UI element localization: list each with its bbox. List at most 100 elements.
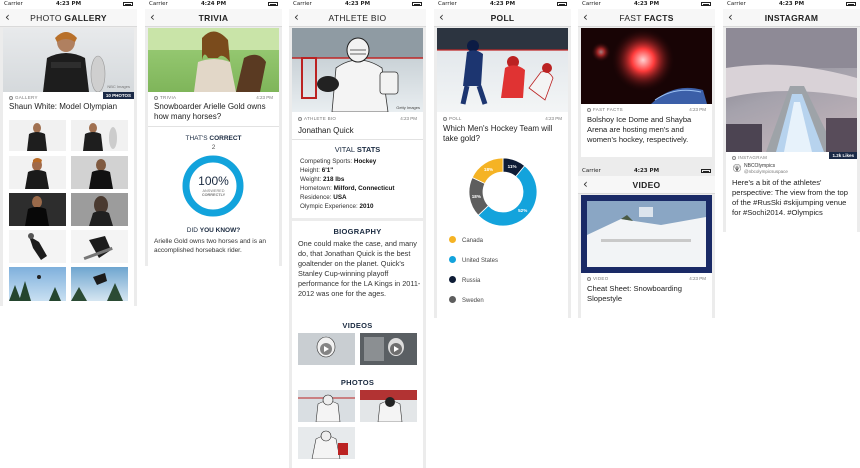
nav-bar: ‹ INSTAGRAM — [723, 9, 860, 27]
instagram-caption: Here's a bit of the athletes' perspectiv… — [732, 178, 848, 217]
photo-credit: NBC Images — [107, 84, 130, 89]
fireworks-photo — [581, 28, 712, 104]
biography-heading: BIOGRAPHY — [333, 227, 382, 236]
hero-photo-athlete[interactable]: NBC Images — [3, 28, 134, 92]
percent-correct: 100% — [198, 174, 229, 188]
athlete-photo: Getty Images — [292, 28, 423, 112]
answer-ring — [182, 155, 244, 217]
bio-card: Getty Images ATHLETE BIO 4:23 PM Jonatha… — [292, 28, 423, 218]
divider — [148, 126, 279, 127]
gallery-card[interactable]: NBC Images 10 PHOTOS GALLERY Shaun White… — [3, 28, 134, 306]
video-player[interactable] — [581, 195, 712, 273]
did-you-know-heading: DID YOU KNOW? — [186, 227, 241, 234]
page-title: VIDEO — [632, 180, 661, 190]
poll-card: POLL 4:23 PM Which Men's Hockey Team wil… — [437, 28, 568, 318]
video-card[interactable]: VIDEO 4:23 PM Cheat Sheet: Snowboarding … — [581, 195, 712, 318]
back-chevron-icon[interactable]: ‹ — [583, 177, 588, 191]
nav-bar: ‹ VIDEO — [578, 176, 715, 194]
gallery-thumb[interactable] — [9, 193, 66, 226]
stat-row: Residence: USA — [300, 194, 347, 201]
poll-option[interactable]: United States — [449, 256, 498, 264]
video-thumb[interactable] — [360, 333, 417, 365]
back-chevron-icon[interactable]: ‹ — [150, 10, 155, 24]
horse-rider-art — [148, 28, 279, 92]
stat-row: Height: 6'1" — [300, 167, 334, 174]
photo-thumb[interactable] — [360, 390, 417, 423]
option-color-swatch — [449, 236, 456, 243]
gallery-thumb[interactable] — [71, 230, 128, 263]
carrier-label: Carrier — [582, 1, 601, 7]
back-chevron-icon[interactable]: ‹ — [5, 10, 10, 24]
trivia-icon — [154, 96, 158, 100]
card-time: 4:23 PM — [689, 276, 706, 281]
nav-bar: ‹ PHOTO GALLERY — [0, 9, 137, 27]
clock: 4:23 PM — [489, 1, 516, 7]
carrier-label: Carrier — [582, 168, 601, 174]
stat-row: Olympic Experience: 2010 — [300, 203, 374, 210]
photo-count-badge: 10 PHOTOS — [102, 92, 134, 99]
clock: 4:23 PM — [55, 1, 82, 7]
instagram-card[interactable]: 1.2k Likes INSTAGRAM NBCOlympics @nbcoly… — [726, 28, 857, 232]
clock: 4:23 PM — [633, 1, 660, 7]
battery-icon — [268, 2, 278, 6]
back-chevron-icon[interactable]: ‹ — [294, 10, 299, 24]
poll-option[interactable]: Canada — [449, 236, 483, 244]
account-handle[interactable]: @nbcolympicsuspace — [744, 169, 788, 174]
title-bold: GALLERY — [64, 13, 107, 23]
gallery-thumb[interactable] — [71, 267, 128, 301]
fast-facts-card: FAST FACTS 4:23 PM Bolshoy Ice Dome and … — [581, 28, 712, 157]
status-bar: Carrier 4:23 PM — [289, 0, 426, 9]
status-bar: Carrier 4:23 PM — [434, 0, 571, 9]
card-time: 4:23 PM — [256, 95, 273, 100]
vital-stats-heading: VITAL STATS — [334, 145, 381, 154]
correct-answer: 2 — [211, 144, 216, 151]
card-time: 4:23 PM — [689, 107, 706, 112]
poll-option[interactable]: Russia — [449, 276, 480, 284]
clock: 4:24 PM — [200, 1, 227, 7]
screen-instagram: Carrier 4:23 PM ‹ INSTAGRAM 1.2k Likes I… — [723, 0, 860, 232]
account-name[interactable]: NBCOlympics — [744, 163, 776, 169]
divider — [292, 139, 423, 140]
photo-thumb[interactable] — [298, 390, 355, 423]
instagram-photo[interactable] — [726, 28, 857, 152]
gallery-thumb[interactable] — [71, 193, 128, 226]
gallery-thumb[interactable] — [9, 230, 66, 263]
screen-athlete-bio: Carrier 4:23 PM ‹ ATHLETE BIO Getty Imag… — [289, 0, 426, 468]
carrier-label: Carrier — [293, 1, 312, 7]
option-label: Russia — [462, 278, 481, 284]
carrier-label: Carrier — [438, 1, 457, 7]
clock: 4:23 PM — [344, 1, 371, 7]
trivia-card[interactable]: TRIVIA 4:23 PM Snowboarder Arielle Gold … — [148, 28, 279, 266]
stat-row: Weight: 218 lbs — [300, 176, 345, 183]
trivia-question: Snowboarder Arielle Gold owns how many h… — [154, 102, 266, 121]
status-bar: Carrier 4:23 PM — [0, 0, 137, 9]
biography-card: BIOGRAPHY One could make the case, and m… — [292, 221, 423, 468]
gallery-thumb[interactable] — [9, 156, 66, 189]
gallery-thumb[interactable] — [71, 120, 128, 151]
poll-option[interactable]: Sweden — [449, 296, 484, 304]
gallery-thumb[interactable] — [9, 267, 66, 301]
status-bar: Carrier 4:23 PM — [723, 0, 860, 9]
donut-slice-united-states — [477, 165, 538, 227]
card-type-tag: GALLERY — [9, 95, 38, 100]
fireworks-art — [591, 28, 707, 104]
battery-icon — [557, 2, 567, 6]
photo-thumb[interactable] — [298, 427, 355, 460]
gallery-thumb[interactable] — [71, 156, 128, 189]
card-type-tag: INSTAGRAM — [732, 155, 767, 160]
back-chevron-icon[interactable]: ‹ — [439, 10, 444, 24]
option-label: Sweden — [462, 298, 484, 304]
carrier-label: Carrier — [4, 1, 23, 7]
poll-question: Which Men's Hockey Team will take gold? — [443, 124, 553, 143]
battery-icon — [846, 2, 856, 6]
page-title: POLL — [490, 13, 515, 23]
back-chevron-icon[interactable]: ‹ — [728, 10, 733, 24]
gallery-thumb[interactable] — [9, 120, 66, 151]
back-chevron-icon[interactable]: ‹ — [583, 10, 588, 24]
photos-heading: PHOTOS — [340, 378, 375, 387]
video-thumb[interactable] — [298, 333, 355, 365]
athlete-name: Jonathan Quick — [298, 126, 354, 135]
facts-icon — [587, 108, 591, 112]
card-time: 4:23 PM — [400, 116, 417, 121]
screen-fast-facts: Carrier 4:23 PM ‹ FAST FACTS — [578, 0, 715, 318]
